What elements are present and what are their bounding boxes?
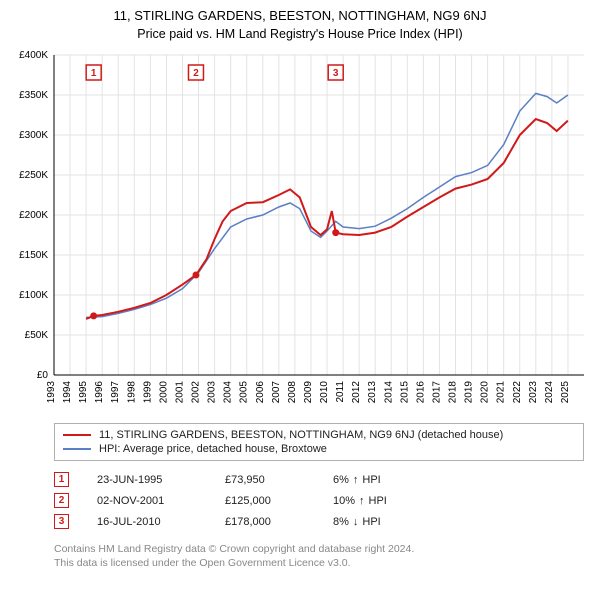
y-tick-label: £200K	[19, 210, 48, 221]
x-tick-label: 2022	[512, 381, 523, 404]
x-tick-label: 2021	[496, 381, 507, 404]
sale-hpi-pct: 8%	[333, 516, 349, 528]
sales-table: 1 23-JUN-1995 £73,950 6% ↑ HPI 2 02-NOV-2001 £…	[54, 469, 584, 532]
x-tick-label: 2019	[464, 381, 475, 404]
arrow-up-icon: ↑	[359, 495, 365, 507]
x-tick-label: 1997	[110, 381, 121, 404]
legend-label: HPI: Average price, detached house, Brox…	[99, 443, 327, 455]
x-tick-label: 2012	[351, 381, 362, 404]
sale-hpi-pct: 6%	[333, 474, 349, 486]
chart-container: 11, STIRLING GARDENS, BEESTON, NOTTINGHA…	[0, 0, 600, 576]
sale-hpi-suffix: HPI	[362, 474, 380, 486]
plot-area: £0 £50K £100K £150K £200K £250K £300K £350K £400…	[6, 47, 594, 417]
sale-hpi: 6% ↑ HPI	[333, 474, 381, 486]
x-tick-label: 2014	[383, 381, 394, 404]
x-tick-label: 1999	[142, 381, 153, 404]
sales-row: 3 16-JUL-2010 £178,000 8% ↓ HPI	[54, 511, 584, 532]
sale-hpi-pct: 10%	[333, 495, 355, 507]
y-tick-label: £350K	[19, 90, 48, 101]
sale-dot	[90, 312, 97, 319]
footer: Contains HM Land Registry data © Crown c…	[54, 542, 584, 570]
sale-marker-number: 2	[54, 493, 69, 508]
sale-marker-number: 1	[54, 472, 69, 487]
x-tick-label: 1998	[126, 381, 137, 404]
x-tick-label: 2005	[239, 381, 250, 404]
x-tick-label: 2018	[448, 381, 459, 404]
sale-hpi-suffix: HPI	[362, 516, 380, 528]
x-tick-label: 2007	[271, 381, 282, 404]
x-tick-label: 2009	[303, 381, 314, 404]
sale-dot	[192, 272, 199, 279]
x-tick-label: 2016	[415, 381, 426, 404]
x-tick-label: 1996	[94, 381, 105, 404]
legend-swatch	[63, 434, 91, 436]
x-tick-label: 2000	[158, 381, 169, 404]
y-tick-label: £250K	[19, 170, 48, 181]
arrow-down-icon: ↓	[353, 516, 359, 528]
y-tick-label: £150K	[19, 250, 48, 261]
x-tick-label: 1993	[46, 381, 57, 404]
sales-row: 2 02-NOV-2001 £125,000 10% ↑ HPI	[54, 490, 584, 511]
y-tick-label: £300K	[19, 130, 48, 141]
sale-dot	[332, 229, 339, 236]
sale-hpi: 10% ↑ HPI	[333, 495, 387, 507]
sale-price: £125,000	[225, 495, 305, 507]
legend-label: 11, STIRLING GARDENS, BEESTON, NOTTINGHA…	[99, 429, 503, 441]
chart-svg: £0 £50K £100K £150K £200K £250K £300K £350K £400…	[6, 47, 594, 417]
x-tick-label: 2023	[528, 381, 539, 404]
sale-marker-number: 2	[193, 68, 199, 79]
sale-marker-number: 1	[91, 68, 97, 79]
x-tick-label: 2002	[191, 381, 202, 404]
legend-swatch	[63, 448, 91, 450]
chart-title: 11, STIRLING GARDENS, BEESTON, NOTTINGHA…	[6, 8, 594, 23]
x-tick-label: 2017	[431, 381, 442, 404]
x-tick-label: 2015	[399, 381, 410, 404]
chart-subtitle: Price paid vs. HM Land Registry's House …	[6, 27, 594, 41]
x-tick-label: 1995	[78, 381, 89, 404]
sale-date: 23-JUN-1995	[97, 474, 197, 486]
sale-marker-number: 3	[54, 514, 69, 529]
sale-hpi: 8% ↓ HPI	[333, 516, 381, 528]
sale-marker-number: 3	[333, 68, 339, 79]
x-tick-label: 2013	[367, 381, 378, 404]
sale-date: 02-NOV-2001	[97, 495, 197, 507]
x-tick-label: 2020	[480, 381, 491, 404]
x-tick-label: 2025	[560, 381, 571, 404]
sales-row: 1 23-JUN-1995 £73,950 6% ↑ HPI	[54, 469, 584, 490]
footer-line-1: Contains HM Land Registry data © Crown c…	[54, 542, 584, 556]
x-tick-label: 1994	[62, 381, 73, 404]
x-tick-label: 2008	[287, 381, 298, 404]
sale-price: £73,950	[225, 474, 305, 486]
arrow-up-icon: ↑	[353, 474, 359, 486]
footer-line-2: This data is licensed under the Open Gov…	[54, 556, 584, 570]
legend-item: 11, STIRLING GARDENS, BEESTON, NOTTINGHA…	[63, 428, 575, 442]
x-tick-label: 2024	[544, 381, 555, 404]
x-tick-label: 2003	[207, 381, 218, 404]
x-tick-label: 2001	[174, 381, 185, 404]
y-tick-label: £400K	[19, 50, 48, 61]
y-tick-label: £100K	[19, 290, 48, 301]
sale-date: 16-JUL-2010	[97, 516, 197, 528]
sale-hpi-suffix: HPI	[369, 495, 387, 507]
x-tick-label: 2011	[335, 381, 346, 403]
y-tick-label: £50K	[25, 330, 49, 341]
legend: 11, STIRLING GARDENS, BEESTON, NOTTINGHA…	[54, 423, 584, 461]
y-tick-label: £0	[37, 370, 49, 381]
legend-item: HPI: Average price, detached house, Brox…	[63, 442, 575, 456]
x-tick-label: 2010	[319, 381, 330, 404]
x-tick-label: 2006	[255, 381, 266, 404]
x-tick-label: 2004	[223, 381, 234, 404]
sale-price: £178,000	[225, 516, 305, 528]
